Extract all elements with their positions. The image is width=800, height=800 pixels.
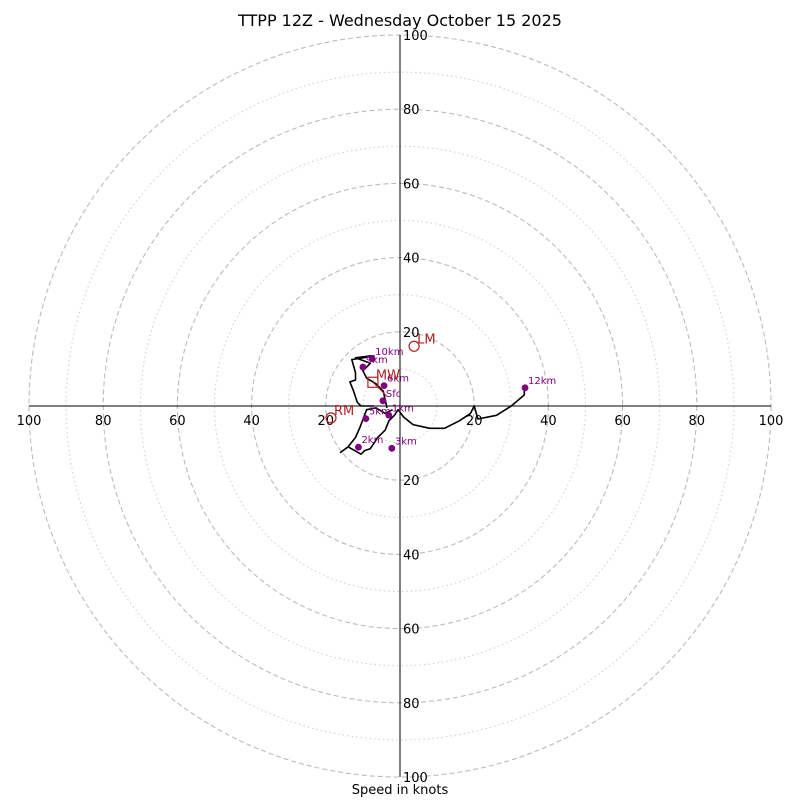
height-marker-point: [379, 397, 387, 405]
speed-units-label: Speed in knots: [351, 783, 449, 798]
height-marker-label: 10km: [375, 347, 403, 358]
tick-label-down: 80: [403, 697, 420, 712]
height-marker-label: Sfc: [386, 389, 401, 400]
tick-label-left: 40: [243, 414, 260, 429]
tick-label-left: 80: [95, 414, 112, 429]
tick-label-up: 80: [403, 103, 420, 118]
height-marker-label: 6km: [387, 374, 409, 385]
storm-motion-label: RM: [334, 404, 354, 419]
height-marker-point: [380, 382, 388, 389]
wind-trace-upper-line: [349, 355, 388, 409]
height-marker-point: [355, 443, 362, 451]
height-marker-label: 12km: [528, 376, 556, 387]
axis-tick-labels: 20 20 20 20 40 40 40 40 60 60 60 60 80 80 80 80 100 100 10…: [17, 29, 784, 786]
height-marker-label: 1km: [392, 403, 414, 414]
tick-label-right: 80: [689, 414, 706, 429]
tick-label-left: 60: [169, 414, 186, 429]
tick-label-right: 40: [540, 414, 557, 429]
tick-label-right: 60: [614, 414, 631, 429]
tick-label-down: 40: [403, 548, 420, 563]
tick-label-right: 100: [759, 414, 784, 429]
tick-label-up: 40: [403, 252, 420, 267]
tick-label-up: 60: [403, 177, 420, 192]
storm-motion-marker: [325, 412, 337, 424]
wind-trace: [339, 355, 526, 455]
height-marker-point: [388, 444, 396, 452]
wind-trace-line: [339, 387, 526, 455]
tick-label-up: 20: [403, 326, 420, 341]
mean-wind-vector: [372, 381, 388, 397]
tick-label-left: 100: [17, 414, 42, 429]
tick-label-up: 100: [403, 29, 428, 44]
storm-motion-marker: [408, 340, 420, 352]
storm-motion-markers: LM RM MW: [325, 332, 436, 424]
chart-title: TTPP 12Z - Wednesday October 15 2025: [238, 11, 562, 30]
height-marker-label: 2km: [361, 435, 383, 446]
tick-label-down: 20: [403, 474, 420, 489]
tick-label-right: 20: [466, 414, 483, 429]
height-marker-label: 9km: [366, 355, 388, 366]
tick-label-down: 60: [403, 623, 420, 638]
tick-label-left: 20: [318, 414, 335, 429]
chart-axes: [29, 35, 771, 777]
height-marker-point: [368, 355, 376, 363]
tick-label-down: 100: [403, 771, 428, 786]
storm-motion-label: LM: [417, 332, 435, 347]
height-marker-point: [359, 363, 367, 371]
storm-motion-label: MW: [376, 368, 400, 383]
height-marker-point: [362, 415, 370, 423]
height-marker-label: 3km: [395, 436, 417, 447]
height-marker-point: [385, 411, 393, 419]
mean-wind-marker: [367, 376, 379, 388]
height-marker-label: 5km: [369, 407, 391, 418]
height-marker-point: [521, 384, 529, 392]
